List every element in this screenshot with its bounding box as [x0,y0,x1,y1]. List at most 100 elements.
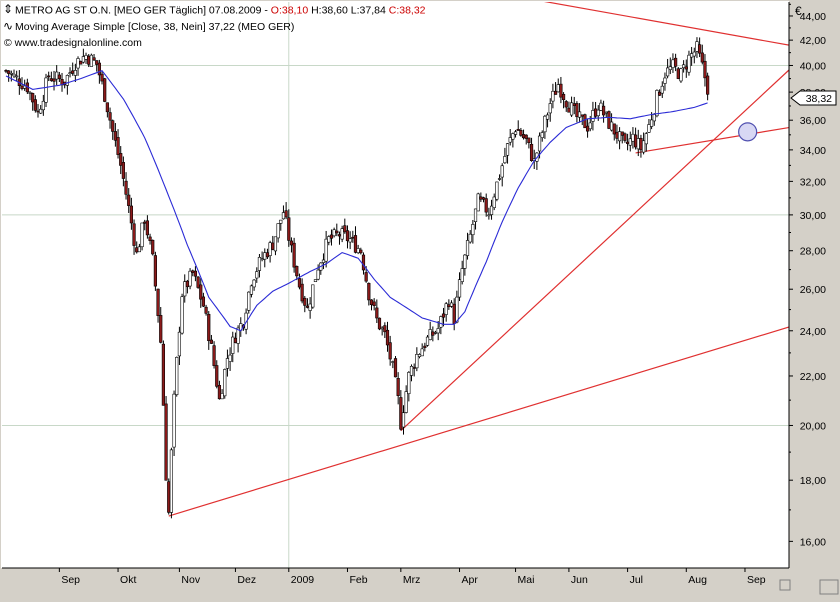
candle-body[interactable] [431,331,435,336]
candle-body[interactable] [383,325,387,333]
candle-body[interactable] [671,59,675,68]
candle-body[interactable] [300,283,304,302]
candle-body[interactable] [409,366,414,376]
candle-body[interactable] [559,83,563,98]
candle-body[interactable] [644,133,648,145]
candle-body[interactable] [609,121,614,131]
candle-body[interactable] [457,279,462,298]
candle-body[interactable] [599,102,603,111]
candle-body[interactable] [489,205,494,215]
candle-body[interactable] [404,391,408,413]
candle-body[interactable] [292,242,296,268]
candle-body[interactable] [682,64,686,69]
candle-body[interactable] [487,214,491,217]
candle-body[interactable] [537,135,542,152]
trendline[interactable] [465,0,840,58]
candle-body[interactable] [169,449,174,513]
candle-body[interactable] [620,131,624,136]
candle-body[interactable] [468,233,472,243]
candle-body[interactable] [497,178,502,180]
candle-body[interactable] [297,278,302,288]
candle-body[interactable] [284,210,288,218]
candle-body[interactable] [92,57,96,61]
candle-body[interactable] [625,141,630,144]
candle-body[interactable] [295,266,299,277]
candle-body[interactable] [316,269,320,280]
candle-body[interactable] [145,220,149,236]
candle-body[interactable] [127,194,131,206]
candle-body[interactable] [615,131,619,139]
candle-body[interactable] [631,133,635,142]
candle-body[interactable] [212,345,216,366]
candle-body[interactable] [108,112,112,121]
candle-body[interactable] [36,110,40,113]
trendline[interactable] [168,305,840,517]
candle-body[interactable] [337,234,342,237]
candle-body[interactable] [551,90,555,102]
candle-body[interactable] [372,301,376,306]
candle-body[interactable] [633,134,638,148]
candle-body[interactable] [639,137,643,151]
candle-body[interactable] [521,134,526,139]
candle-body[interactable] [674,57,678,67]
candle-body[interactable] [561,93,566,101]
candle-body[interactable] [391,361,395,363]
candle-body[interactable] [183,281,187,297]
candle-body[interactable] [164,403,168,481]
candle-body[interactable] [356,248,360,254]
candle-body[interactable] [156,288,160,316]
candle-body[interactable] [692,51,696,57]
candle-body[interactable] [143,221,147,224]
candle-body[interactable] [140,222,144,248]
candle-body[interactable] [196,276,200,288]
candle-body[interactable] [148,236,152,241]
candle-body[interactable] [116,137,120,155]
candle-body[interactable] [332,229,336,237]
candle-body[interactable] [441,313,446,318]
candle-body[interactable] [260,258,264,261]
candle-body[interactable] [529,143,534,161]
candle-body[interactable] [188,270,192,287]
candle-body[interactable] [180,296,184,334]
candle-body[interactable] [47,75,51,78]
candle-body[interactable] [679,68,683,82]
candle-body[interactable] [324,238,328,262]
candle-body[interactable] [513,131,518,135]
candle-body[interactable] [249,285,254,295]
candle-body[interactable] [103,78,107,102]
candle-body[interactable] [287,217,291,241]
candle-body[interactable] [666,67,670,77]
candle-body[interactable] [7,70,11,74]
candle-body[interactable] [505,143,510,156]
candle-body[interactable] [9,72,13,75]
candle-body[interactable] [703,60,707,79]
candle-body[interactable] [407,372,411,395]
candle-body[interactable] [71,70,75,74]
candle-body[interactable] [185,280,190,288]
candle-body[interactable] [359,249,363,254]
candle-body[interactable] [129,205,133,224]
candle-body[interactable] [452,303,456,324]
candle-body[interactable] [676,68,680,79]
candle-body[interactable] [375,307,379,319]
candle-body[interactable] [425,336,430,346]
candle-body[interactable] [364,272,368,282]
candle-body[interactable] [172,393,176,448]
candle-body[interactable] [377,317,382,330]
candle-body[interactable] [495,181,499,200]
candle-body[interactable] [65,74,69,86]
candle-body[interactable] [577,111,582,118]
candle-body[interactable] [503,156,507,164]
candle-body[interactable] [652,114,656,122]
candle-body[interactable] [137,246,141,253]
candle-body[interactable] [353,235,358,253]
candle-body[interactable] [436,328,440,334]
candle-body[interactable] [57,74,61,79]
candle-body[interactable] [396,377,400,396]
candle-body[interactable] [321,259,326,263]
candle-body[interactable] [439,316,443,328]
candle-body[interactable] [49,78,53,81]
candle-body[interactable] [153,255,157,287]
candle-body[interactable] [199,284,203,300]
candle-body[interactable] [217,385,222,400]
